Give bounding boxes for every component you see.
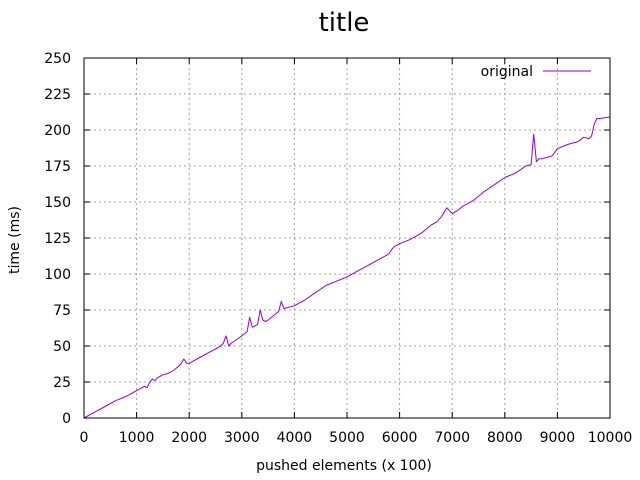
x-tick-label: 10000 <box>588 430 633 446</box>
x-tick-label: 1000 <box>119 430 155 446</box>
y-tick-label: 250 <box>44 51 71 67</box>
y-tick-label: 50 <box>53 339 71 355</box>
x-axis-title: pushed elements (x 100) <box>256 458 432 474</box>
x-tick-label: 4000 <box>277 430 313 446</box>
ticks <box>83 57 611 419</box>
x-tick-label: 5000 <box>329 430 365 446</box>
x-tick-label: 2000 <box>171 430 207 446</box>
grid <box>84 58 610 418</box>
y-tick-label: 125 <box>44 231 71 247</box>
chart-title: title <box>319 8 370 38</box>
x-tick-label: 0 <box>80 430 89 446</box>
y-tick-label: 225 <box>44 87 71 103</box>
y-tick-label: 75 <box>53 303 71 319</box>
x-tick-label: 9000 <box>540 430 576 446</box>
y-tick-label: 100 <box>44 267 71 283</box>
series-line-original <box>83 116 611 419</box>
y-axis-title: time (ms) <box>7 206 23 274</box>
x-tick-label: 7000 <box>434 430 470 446</box>
legend-label-original: original <box>481 64 533 80</box>
tick-labels: 0 1000 2000 3000 4000 5000 6000 7000 8000 9000 100… <box>44 51 632 446</box>
x-tick-label: 3000 <box>224 430 260 446</box>
x-tick-label: 6000 <box>382 430 418 446</box>
y-tick-label: 175 <box>44 159 71 175</box>
series-layer <box>83 116 611 419</box>
y-tick-label: 0 <box>62 411 71 427</box>
y-tick-label: 25 <box>53 375 71 391</box>
x-tick-label: 8000 <box>487 430 523 446</box>
y-tick-label: 200 <box>44 123 71 139</box>
y-tick-label: 150 <box>44 195 71 211</box>
legend: original <box>481 64 591 80</box>
